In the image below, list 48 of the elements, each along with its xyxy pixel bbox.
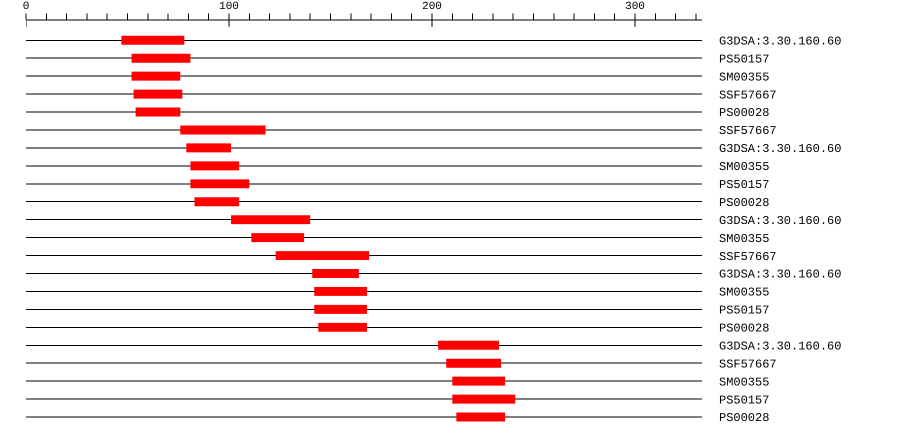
y-tick-label: PS00028 bbox=[719, 411, 770, 426]
x-tick-label: 200 bbox=[422, 1, 442, 14]
y-tick-label: SSF57667 bbox=[719, 250, 777, 264]
x-tick-label: 300 bbox=[625, 1, 645, 14]
bar bbox=[132, 72, 180, 81]
bar bbox=[251, 233, 304, 242]
y-tick-label: PS00028 bbox=[719, 196, 770, 210]
bar bbox=[456, 412, 506, 422]
y-tick-label: SSF57667 bbox=[719, 357, 777, 372]
y-tick-label: PS50157 bbox=[719, 304, 770, 318]
bar bbox=[438, 340, 499, 350]
bar bbox=[121, 36, 184, 45]
y-tick-label: G3DSA:3.30.160.60 bbox=[719, 214, 842, 228]
bar bbox=[452, 376, 506, 386]
bar bbox=[314, 286, 368, 296]
bar bbox=[452, 394, 516, 404]
y-tick-label: SM00355 bbox=[719, 70, 770, 84]
y-tick-label: SSF57667 bbox=[719, 88, 777, 102]
y-tick-label: G3DSA:3.30.160.60 bbox=[719, 142, 842, 156]
y-tick-label: G3DSA:3.30.160.60 bbox=[719, 34, 842, 48]
y-tick-label: PS00028 bbox=[719, 106, 770, 120]
y-tick-label: PS00028 bbox=[719, 322, 770, 336]
x-tick-label: 0 bbox=[22, 1, 30, 14]
y-tick-label: SM00355 bbox=[719, 375, 770, 390]
y-tick-label: G3DSA:3.30.160.60 bbox=[719, 268, 842, 282]
bar bbox=[276, 251, 370, 260]
bar bbox=[136, 108, 180, 117]
bar bbox=[134, 90, 182, 99]
y-tick-label: SM00355 bbox=[719, 286, 770, 300]
bar bbox=[312, 269, 359, 278]
bar bbox=[132, 54, 190, 63]
bar bbox=[231, 215, 310, 224]
bar bbox=[190, 161, 240, 170]
y-tick-label: PS50157 bbox=[719, 393, 770, 408]
bar bbox=[314, 304, 368, 314]
x-tick-label: 100 bbox=[219, 1, 239, 14]
y-tick-label: PS50157 bbox=[719, 178, 770, 192]
bar bbox=[318, 322, 368, 332]
bar bbox=[186, 143, 232, 152]
bar bbox=[446, 358, 502, 368]
bar bbox=[194, 197, 240, 206]
bar bbox=[180, 125, 266, 134]
y-tick-label: SM00355 bbox=[719, 160, 770, 174]
bar bbox=[190, 179, 250, 188]
y-tick-label: SM00355 bbox=[719, 232, 770, 246]
y-tick-label: SSF57667 bbox=[719, 124, 777, 138]
y-tick-label: G3DSA:3.30.160.60 bbox=[719, 339, 842, 354]
y-tick-label: PS50157 bbox=[719, 52, 770, 66]
